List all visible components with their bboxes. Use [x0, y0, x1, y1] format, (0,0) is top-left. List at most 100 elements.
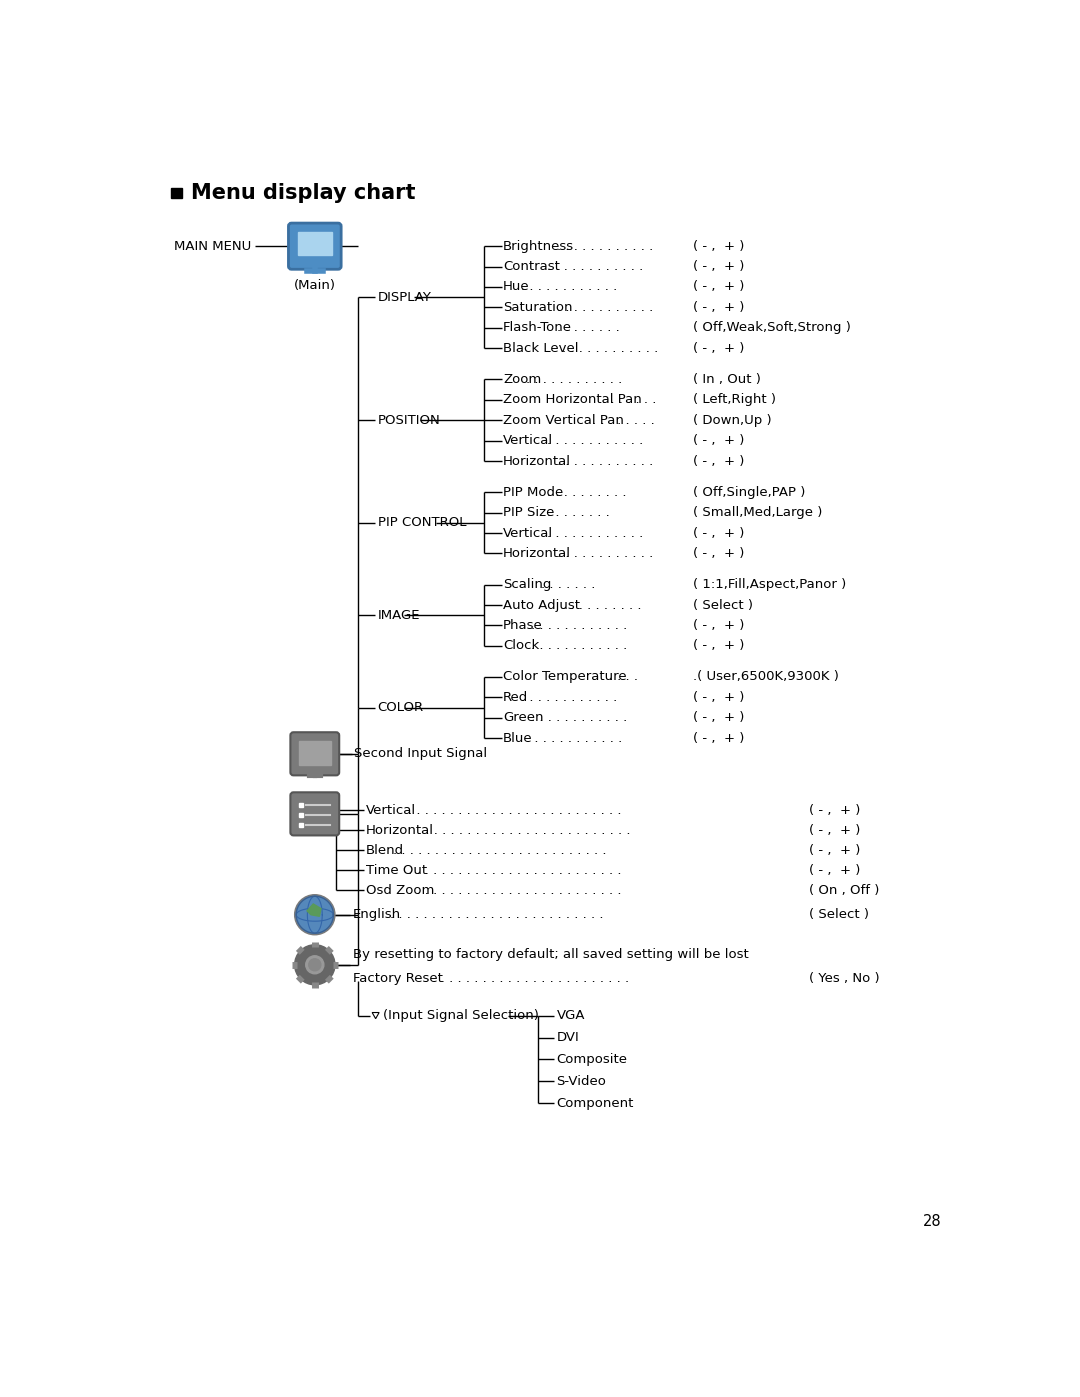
Text: . . . . . . . .: . . . . . . . .	[546, 506, 613, 520]
Text: . . . . . . . . . . . .: . . . . . . . . . . . .	[556, 546, 652, 560]
Circle shape	[296, 897, 334, 933]
Text: DVI: DVI	[556, 1031, 579, 1044]
Bar	[298, 232, 332, 256]
Text: ( - ,  + ): ( - , + )	[693, 434, 744, 447]
Text: (Input Signal Selection): (Input Signal Selection)	[383, 1009, 539, 1023]
Bar	[299, 813, 302, 817]
Text: Hue: Hue	[503, 281, 530, 293]
Text: ( - ,  + ): ( - , + )	[693, 300, 744, 314]
Text: . . . . . . . . . . . . . . . . . . . . . . . . . .: . . . . . . . . . . . . . . . . . . . . …	[408, 883, 621, 897]
Text: ( - ,  + ): ( - , + )	[809, 803, 861, 816]
Circle shape	[295, 894, 335, 935]
Bar	[299, 803, 302, 806]
Text: . . . . . . .: . . . . . . .	[541, 578, 600, 591]
Text: ( Down,Up ): ( Down,Up )	[693, 414, 771, 426]
Bar	[299, 742, 330, 764]
Bar	[171, 187, 181, 198]
Text: Saturation: Saturation	[503, 300, 572, 314]
Text: Time Out: Time Out	[365, 863, 427, 876]
Text: Component: Component	[556, 1097, 634, 1109]
Text: . . . . . . . . . .: . . . . . . . . . .	[562, 598, 646, 612]
Text: PIP Mode: PIP Mode	[503, 486, 564, 499]
Text: . . . . . . . . . . . .: . . . . . . . . . . . .	[556, 240, 652, 253]
Text: . . . . . . . . . . . . . . . . . . . . . . . . . .: . . . . . . . . . . . . . . . . . . . . …	[393, 844, 607, 856]
FancyBboxPatch shape	[288, 224, 341, 270]
Text: ( Small,Med,Large ): ( Small,Med,Large )	[693, 506, 822, 520]
Text: . . . . . . . . . . . .: . . . . . . . . . . . .	[556, 454, 652, 468]
Text: . . . . . . . . . . . . . . . . . . . . . . . . .: . . . . . . . . . . . . . . . . . . . . …	[423, 972, 629, 985]
Text: ( - ,  + ): ( - , + )	[693, 711, 744, 724]
Text: ( In , Out ): ( In , Out )	[693, 373, 761, 386]
Text: Blue: Blue	[503, 732, 532, 745]
Text: . . . . . . . . . . . .: . . . . . . . . . . . .	[522, 281, 618, 293]
Text: Zoom Horizontal Pan: Zoom Horizontal Pan	[503, 394, 642, 407]
Text: ( Off,Weak,Soft,Strong ): ( Off,Weak,Soft,Strong )	[693, 321, 851, 334]
Text: . . . . . . . . . . . .: . . . . . . . . . . . .	[556, 300, 652, 314]
Text: Menu display chart: Menu display chart	[191, 183, 416, 203]
Text: Clock: Clock	[503, 640, 539, 652]
Text: Horizontal: Horizontal	[365, 824, 433, 837]
Text: Horizontal: Horizontal	[503, 454, 571, 468]
Text: ( - ,  + ): ( - , + )	[693, 281, 744, 293]
Text: . . . . . . . . . . . .: . . . . . . . . . . . .	[526, 373, 623, 386]
Text: ( - ,  + ): ( - , + )	[693, 454, 744, 468]
Text: ( - ,  + ): ( - , + )	[693, 692, 744, 704]
Text: PIP CONTROL: PIP CONTROL	[378, 517, 467, 529]
Text: ( - ,  + ): ( - , + )	[693, 527, 744, 539]
Text: ( - ,  + ): ( - , + )	[809, 863, 861, 876]
Text: . . . . . .: . . . . . .	[592, 671, 643, 683]
FancyBboxPatch shape	[291, 792, 339, 835]
Circle shape	[306, 956, 324, 974]
Text: Flash-Tone: Flash-Tone	[503, 321, 572, 334]
Text: ( On , Off ): ( On , Off )	[809, 883, 879, 897]
Text: . . . . . . . . . . . . . . . . . . . . . . . . . .: . . . . . . . . . . . . . . . . . . . . …	[390, 908, 604, 921]
Text: Composite: Composite	[556, 1053, 627, 1066]
Text: Vertical: Vertical	[503, 527, 553, 539]
Text: . . . . . . . . . . . . . . . . . . . . . . . . . .: . . . . . . . . . . . . . . . . . . . . …	[408, 803, 621, 816]
Text: . . . . . . .: . . . . . . .	[602, 394, 661, 407]
Text: ( Select ): ( Select )	[809, 908, 869, 921]
Text: PIP Size: PIP Size	[503, 506, 554, 520]
Text: MAIN MENU: MAIN MENU	[174, 240, 251, 253]
Text: Green: Green	[503, 711, 543, 724]
Text: ( - ,  + ): ( - , + )	[693, 546, 744, 560]
Text: ( 1:1,Fill,Aspect,Panor ): ( 1:1,Fill,Aspect,Panor )	[693, 578, 847, 591]
Text: Black Level: Black Level	[503, 342, 579, 355]
Text: IMAGE: IMAGE	[378, 609, 420, 622]
Text: ( - ,  + ): ( - , + )	[693, 260, 744, 272]
Text: . . . . . . . . . . . .: . . . . . . . . . . . .	[526, 732, 623, 745]
Text: Vertical: Vertical	[365, 803, 416, 816]
Text: . . . . . . . .: . . . . . . . .	[592, 414, 659, 426]
Text: DISPLAY: DISPLAY	[378, 291, 431, 303]
Text: . . . . . . . . . . . . . . . . . . . . . . . . . .: . . . . . . . . . . . . . . . . . . . . …	[408, 863, 621, 876]
Text: . . . . . . . . . . . .: . . . . . . . . . . . .	[531, 711, 627, 724]
Text: Blend: Blend	[365, 844, 404, 856]
Polygon shape	[307, 904, 321, 916]
Text: S-Video: S-Video	[556, 1074, 607, 1088]
Text: Red: Red	[503, 692, 528, 704]
Text: ( Select ): ( Select )	[693, 598, 753, 612]
Text: Auto Adjust: Auto Adjust	[503, 598, 580, 612]
Circle shape	[312, 961, 318, 968]
Text: Color Temperature: Color Temperature	[503, 671, 626, 683]
Text: ( Yes , No ): ( Yes , No )	[809, 972, 880, 985]
Text: Zoom Vertical Pan: Zoom Vertical Pan	[503, 414, 624, 426]
Text: Phase: Phase	[503, 619, 543, 631]
Text: ( - ,  + ): ( - , + )	[693, 619, 744, 631]
Text: Osd Zoom: Osd Zoom	[365, 883, 434, 897]
Text: . . . . . . . . . . . .: . . . . . . . . . . . .	[562, 342, 658, 355]
Text: ( - ,  + ): ( - , + )	[693, 342, 744, 355]
Text: ( - ,  + ): ( - , + )	[809, 824, 861, 837]
Circle shape	[295, 944, 335, 985]
Text: POSITION: POSITION	[378, 414, 441, 426]
Text: . . . . . . . . . . . .: . . . . . . . . . . . .	[522, 692, 618, 704]
Text: (Main): (Main)	[294, 278, 336, 292]
Text: By resetting to factory default; all saved setting will be lost: By resetting to factory default; all sav…	[353, 949, 748, 961]
Text: . . . . . . . . . . . .: . . . . . . . . . . . .	[546, 527, 643, 539]
Text: .( User,6500K,9300K ): .( User,6500K,9300K )	[693, 671, 839, 683]
Text: ( - ,  + ): ( - , + )	[809, 844, 861, 856]
Text: ( - ,  + ): ( - , + )	[693, 640, 744, 652]
Text: 28: 28	[922, 1214, 941, 1229]
Text: . . . . . . . . . . . .: . . . . . . . . . . . .	[531, 619, 627, 631]
Text: Factory Reset: Factory Reset	[353, 972, 443, 985]
